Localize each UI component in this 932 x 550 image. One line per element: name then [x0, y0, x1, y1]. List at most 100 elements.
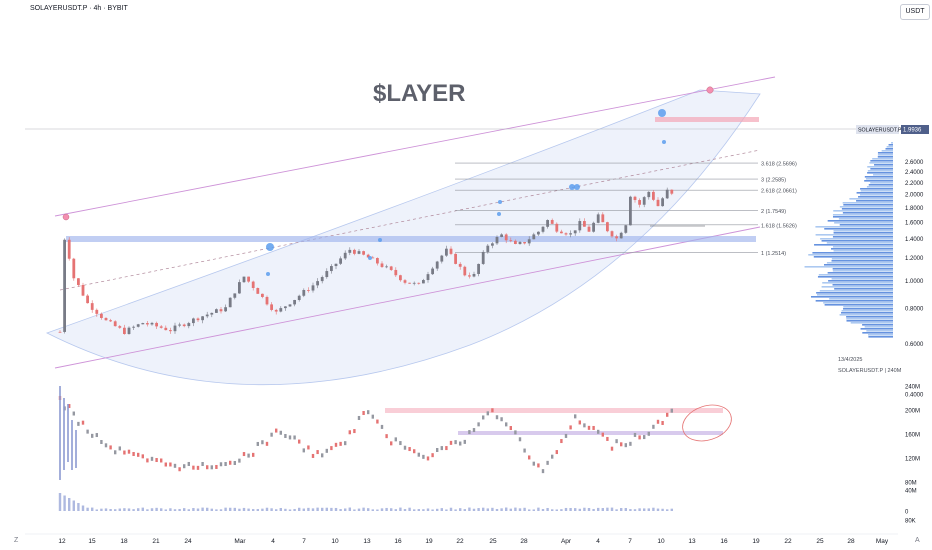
oscillator-candle: [284, 433, 287, 438]
candle-body: [399, 275, 402, 281]
volume-profile-bar: [834, 222, 893, 224]
volume-bar: [399, 507, 402, 511]
price-tick-label: 1.4000: [905, 237, 924, 243]
candle-body: [629, 196, 632, 226]
candle-body: [619, 232, 623, 239]
volume-bar: [91, 507, 94, 511]
candle-body: [569, 233, 572, 235]
oscillator-candle: [624, 443, 627, 448]
oscillator-candle: [334, 442, 338, 447]
signal-marker-blue: [498, 200, 502, 204]
candle-body: [210, 312, 214, 315]
volume-bar: [436, 508, 439, 511]
volume-bar: [242, 507, 246, 511]
volume-profile-bar: [813, 256, 893, 258]
oscillator-candle: [206, 465, 209, 470]
candle-body: [325, 271, 329, 278]
volume-profile-bar: [821, 240, 893, 242]
volume-bar: [127, 508, 131, 511]
candle-body: [486, 245, 490, 252]
volume-bar: [440, 508, 443, 511]
volume-profile-bar: [819, 290, 893, 292]
candle-body: [173, 325, 177, 332]
oscillator-candle: [256, 441, 259, 446]
price-tick-label: 2.2000: [905, 181, 924, 187]
candle-body: [146, 323, 149, 325]
oscillator-candle: [666, 412, 669, 417]
oscillator-candle: [77, 421, 80, 426]
volume-bar: [569, 507, 572, 511]
volume-profile-bar: [858, 196, 893, 198]
candle-body: [81, 285, 85, 296]
oscillator-candle: [495, 415, 499, 420]
volume-bar: [656, 508, 660, 511]
time-tick-label: 25: [489, 538, 497, 545]
candle-body: [527, 239, 531, 244]
candle-body: [550, 220, 554, 224]
oscillator-candle: [633, 432, 637, 437]
oscillator-candle: [86, 429, 89, 434]
volume-bar: [270, 508, 273, 511]
time-tick-label: 16: [720, 538, 728, 545]
volume-bar: [610, 507, 614, 511]
candle-body: [587, 226, 591, 232]
volume-profile-bar: [846, 316, 893, 318]
volume-bar: [353, 509, 356, 511]
time-tick-label: 10: [331, 538, 339, 545]
axis-auto-label[interactable]: A: [915, 537, 920, 544]
oscillator-candle: [500, 417, 503, 422]
oscillator-candle: [91, 433, 94, 438]
oscillator-candle: [385, 434, 388, 439]
volume-profile-bar: [862, 324, 893, 326]
volume-bar: [334, 507, 338, 511]
volume-profile-bar: [877, 152, 893, 154]
volume-profile-bar: [841, 312, 893, 314]
candle-body: [302, 289, 306, 296]
candle-body: [100, 313, 103, 318]
oscillator-candle: [357, 415, 361, 420]
oscillator-candle: [440, 446, 443, 451]
oscillator-candle: [330, 446, 333, 451]
candle-body: [242, 276, 246, 283]
volume-bar: [551, 509, 554, 511]
volume-bar: [422, 509, 425, 511]
candle-body: [362, 251, 365, 255]
oscillator-candle: [362, 410, 365, 415]
time-tick-label: 19: [752, 538, 760, 545]
volume-profile-bar: [859, 194, 893, 196]
volume-profile-bar: [833, 232, 893, 234]
volume-bar: [81, 505, 85, 511]
oscillator-candle: [265, 441, 269, 446]
candle-body: [288, 304, 292, 307]
signal-marker-blue: [266, 243, 274, 251]
volume-profile-bar: [832, 270, 893, 272]
volume-bar: [629, 509, 632, 511]
currency-button[interactable]: USDT: [900, 4, 930, 20]
volume-bar: [63, 495, 66, 511]
candle-body: [500, 234, 503, 237]
candle-body: [187, 323, 191, 327]
candle-body: [95, 309, 99, 314]
volume-profile-bar: [815, 300, 893, 302]
candle-body: [491, 243, 494, 246]
volume-bar: [574, 508, 577, 511]
oscillator-candle: [431, 453, 434, 458]
oscillator-candle: [311, 453, 315, 458]
oscillator-candle: [252, 452, 255, 457]
oscillator-highlight-ring: [682, 404, 732, 442]
oscillator-candle: [422, 454, 425, 459]
candle-body: [58, 331, 62, 333]
volume-bar: [192, 508, 195, 511]
candle-body: [532, 234, 536, 240]
volume-profile-bar: [832, 216, 893, 218]
volume-profile-bar: [818, 274, 893, 276]
volume-bar: [178, 508, 181, 511]
oscillator-candle: [551, 454, 554, 459]
volume-tick-label: 160M: [905, 433, 920, 439]
candle-body: [546, 220, 549, 227]
candle-body: [583, 221, 586, 227]
volume-profile-bar: [860, 328, 893, 330]
candle-body: [606, 222, 609, 232]
oscillator-candle: [638, 435, 641, 440]
